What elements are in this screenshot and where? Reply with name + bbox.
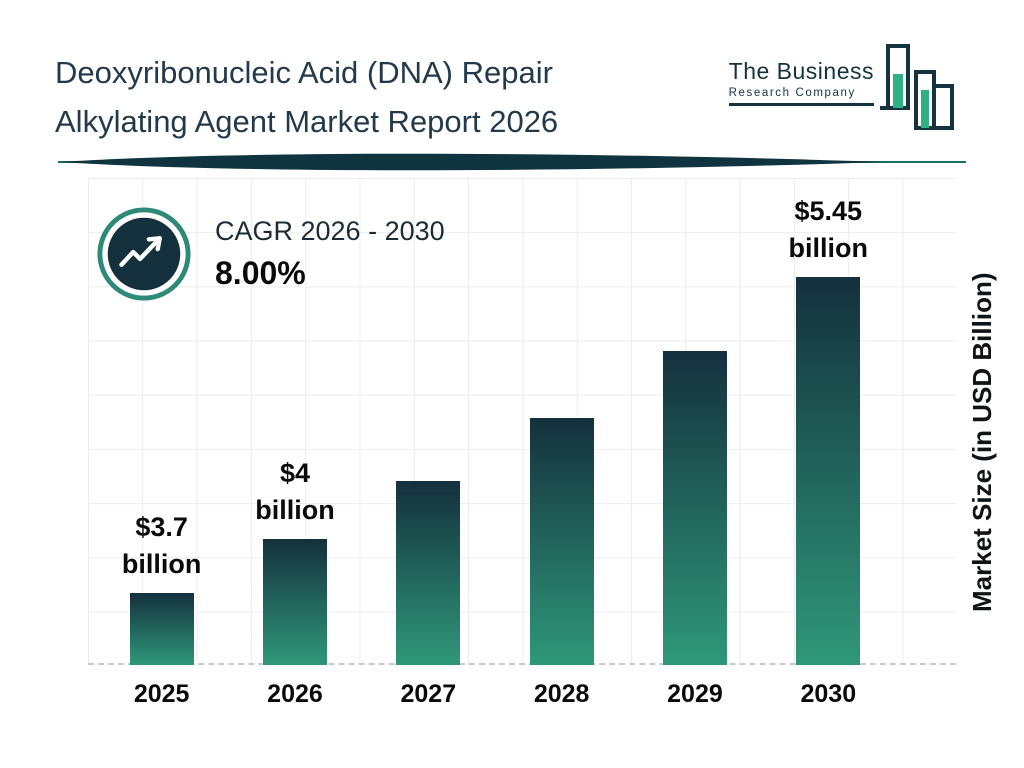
bar-chart-logo-icon — [880, 44, 954, 130]
page-title-line2: Alkylating Agent Market Report 2026 — [55, 104, 559, 139]
bar-column — [628, 178, 761, 665]
bar — [129, 593, 194, 665]
cagr-value: 8.00% — [215, 255, 306, 291]
x-axis-tick-label: 2026 — [267, 680, 323, 708]
company-logo: The Business Research Company — [728, 42, 972, 134]
x-axis-tick-label: 2027 — [400, 680, 457, 708]
bar — [262, 539, 327, 665]
x-axis-tick-label: 2028 — [533, 680, 590, 708]
cagr-badge: CAGR 2026 - 2030 8.00% — [95, 205, 445, 303]
trend-up-icon — [97, 207, 191, 301]
bar-column — [495, 178, 628, 665]
logo-name: The Business — [728, 58, 874, 84]
bar-value-label: $4 billion — [255, 458, 335, 525]
x-axis-tick-label: 2025 — [133, 680, 190, 708]
bar-column: $4 billion — [228, 178, 361, 665]
bar — [529, 418, 594, 665]
x-axis-tick-label: 2029 — [667, 680, 723, 708]
bar-value-label: $5.45 billion — [788, 196, 869, 263]
bar-column — [362, 178, 495, 665]
cagr-text: CAGR 2026 - 2030 8.00% — [215, 216, 445, 292]
page-title-line1: Deoxyribonucleic Acid (DNA) Repair — [55, 55, 553, 90]
bar-value-label: $3.7 billion — [121, 512, 202, 579]
x-axis-tick-label: 2030 — [800, 680, 857, 708]
logo-subtitle: Research Company — [728, 87, 856, 99]
bar — [796, 277, 861, 665]
bar-column: $5.45 billion — [762, 178, 895, 665]
page-title: Deoxyribonucleic Acid (DNA) Repair Alkyl… — [55, 48, 715, 146]
divider — [58, 153, 966, 171]
bar-series: $3.7 billion $4 billion $5.45 billion — [95, 178, 895, 665]
bar — [396, 481, 461, 665]
x-axis-labels: 2025 2026 2027 2028 2029 2030 — [95, 680, 895, 709]
cagr-label: CAGR 2026 - 2030 — [215, 216, 445, 246]
bar-column: $3.7 billion — [95, 178, 228, 665]
company-logo-text: The Business Research Company — [728, 58, 874, 106]
y-axis-label: Market Size (in USD Billion) — [967, 272, 997, 612]
bar — [662, 351, 727, 665]
